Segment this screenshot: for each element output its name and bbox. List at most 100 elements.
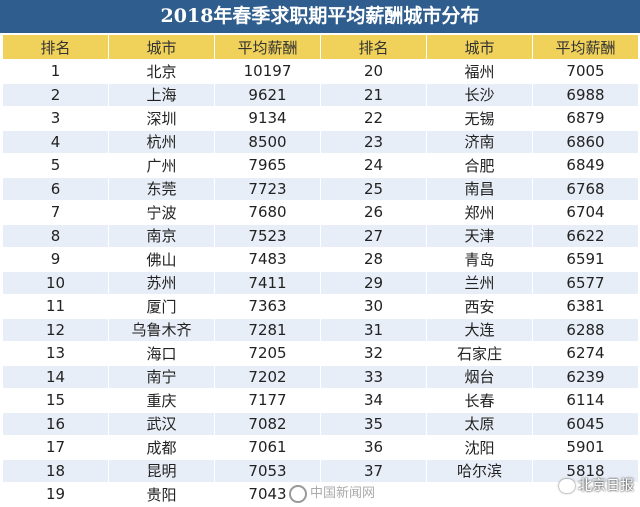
city-cell: 青岛	[426, 247, 533, 272]
salary-table: 排名 城市 平均薪酬 排名 城市 平均薪酬 1 北京 10197 20 福州 7005 2 上…	[2, 34, 639, 507]
bjdaily-watermark-text: 北京日报	[578, 478, 634, 494]
header-salary: 平均薪酬	[214, 34, 321, 60]
rank-cell: 25	[320, 176, 427, 201]
city-cell: 贵阳	[108, 482, 215, 507]
rank-cell: 1	[2, 59, 109, 84]
city-cell: 哈尔滨	[426, 458, 533, 483]
salary-cell: 7202	[214, 364, 321, 389]
city-cell: 佛山	[108, 247, 215, 272]
salary-cell: 7061	[214, 435, 321, 460]
rank-cell: 34	[320, 388, 427, 413]
city-cell: 大连	[426, 317, 533, 342]
table-row: 9 佛山 7483 28 青岛 6591	[2, 247, 639, 272]
salary-cell: 6591	[532, 247, 639, 272]
rank-cell: 21	[320, 82, 427, 107]
salary-cell: 6288	[532, 317, 639, 342]
salary-cell: 6045	[532, 411, 639, 436]
rank-cell: 3	[2, 106, 109, 131]
city-cell: 合肥	[426, 153, 533, 178]
rank-cell: 32	[320, 341, 427, 366]
salary-cell: 6879	[532, 106, 639, 131]
city-cell: 南京	[108, 223, 215, 248]
table-row: 8 南京 7523 27 天津 6622	[2, 223, 639, 248]
header-row: 排名 城市 平均薪酬 排名 城市 平均薪酬	[2, 34, 639, 60]
rank-cell: 30	[320, 294, 427, 319]
salary-cell: 10197	[214, 59, 321, 84]
rank-cell: 9	[2, 247, 109, 272]
table-row: 1 北京 10197 20 福州 7005	[2, 59, 639, 84]
chinanews-watermark-text: 中国新闻网	[310, 486, 376, 501]
rank-cell: 16	[2, 411, 109, 436]
salary-cell: 6114	[532, 388, 639, 413]
wechat-bubble-icon	[559, 479, 575, 493]
city-cell: 兰州	[426, 270, 533, 295]
rank-cell: 26	[320, 200, 427, 225]
chinanews-logo-icon	[289, 484, 307, 503]
rank-cell: 12	[2, 317, 109, 342]
rank-cell: 8	[2, 223, 109, 248]
salary-cell: 5818	[532, 458, 639, 483]
table-row: 4 杭州 8500 23 济南 6860	[2, 129, 639, 154]
city-cell: 宁波	[108, 200, 215, 225]
header-rank: 排名	[2, 34, 109, 60]
salary-cell: 7053	[214, 458, 321, 483]
rank-cell: 23	[320, 129, 427, 154]
city-cell	[426, 482, 533, 507]
salary-cell: 6381	[532, 294, 639, 319]
city-cell: 东莞	[108, 176, 215, 201]
salary-cell: 9621	[214, 82, 321, 107]
chinanews-watermark: 中国新闻网	[289, 482, 375, 503]
city-cell: 北京	[108, 59, 215, 84]
rank-cell: 10	[2, 270, 109, 295]
rank-cell: 4	[2, 129, 109, 154]
rank-cell: 28	[320, 247, 427, 272]
rank-cell: 11	[2, 294, 109, 319]
rank-cell: 29	[320, 270, 427, 295]
city-cell: 乌鲁木齐	[108, 317, 215, 342]
city-cell: 无锡	[426, 106, 533, 131]
city-cell: 广州	[108, 153, 215, 178]
table-row: 11 厦门 7363 30 西安 6381	[2, 294, 639, 319]
salary-cell: 7205	[214, 341, 321, 366]
city-cell: 西安	[426, 294, 533, 319]
rank-cell	[320, 482, 427, 507]
header-rank-2: 排名	[320, 34, 427, 60]
bjdaily-watermark: 北京日报	[559, 475, 634, 495]
rank-cell: 35	[320, 411, 427, 436]
rank-cell: 13	[2, 341, 109, 366]
city-cell: 杭州	[108, 129, 215, 154]
city-cell: 沈阳	[426, 435, 533, 460]
rank-cell: 18	[2, 458, 109, 483]
salary-cell: 9134	[214, 106, 321, 131]
rank-cell: 24	[320, 153, 427, 178]
salary-cell: 7483	[214, 247, 321, 272]
salary-cell: 7723	[214, 176, 321, 201]
city-cell: 石家庄	[426, 341, 533, 366]
city-cell: 上海	[108, 82, 215, 107]
salary-cell: 7177	[214, 388, 321, 413]
header-city-2: 城市	[426, 34, 533, 60]
salary-cell: 6988	[532, 82, 639, 107]
rank-cell: 17	[2, 435, 109, 460]
table-row: 16 武汉 7082 35 太原 6045	[2, 411, 639, 436]
table-row: 15 重庆 7177 34 长春 6114	[2, 388, 639, 413]
city-cell: 南昌	[426, 176, 533, 201]
table-row: 6 东莞 7723 25 南昌 6768	[2, 176, 639, 201]
table-row: 17 成都 7061 36 沈阳 5901	[2, 435, 639, 460]
city-cell: 南宁	[108, 364, 215, 389]
table-row: 12 乌鲁木齐 7281 31 大连 6288	[2, 317, 639, 342]
table-row: 5 广州 7965 24 合肥 6849	[2, 153, 639, 178]
rank-cell: 2	[2, 82, 109, 107]
rank-cell: 20	[320, 59, 427, 84]
city-cell: 郑州	[426, 200, 533, 225]
city-cell: 深圳	[108, 106, 215, 131]
rank-cell: 6	[2, 176, 109, 201]
rank-cell: 36	[320, 435, 427, 460]
city-cell: 成都	[108, 435, 215, 460]
salary-cell: 7523	[214, 223, 321, 248]
table-row: 14 南宁 7202 33 烟台 6239	[2, 364, 639, 389]
salary-cell: 6622	[532, 223, 639, 248]
salary-cell: 8500	[214, 129, 321, 154]
table-row: 3 深圳 9134 22 无锡 6879	[2, 106, 639, 131]
rank-cell: 15	[2, 388, 109, 413]
